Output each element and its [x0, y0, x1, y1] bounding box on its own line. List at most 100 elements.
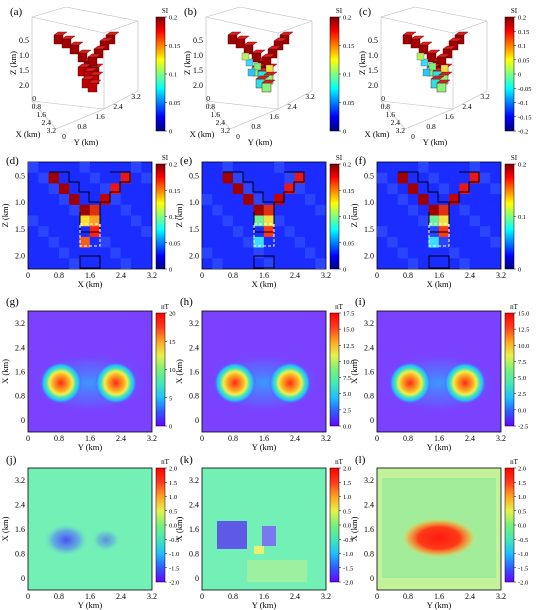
x-tick-label: 2.4: [465, 592, 475, 601]
voxel-cube: [69, 44, 80, 55]
y-tick-label: 2.4: [189, 343, 199, 352]
panel-label: (e): [180, 155, 193, 167]
x-tick-label: 3.2: [221, 126, 231, 135]
section-cell: [263, 204, 275, 216]
x-tick-label: 2.4: [465, 271, 475, 280]
colorbar: [329, 16, 340, 132]
voxel-top: [426, 49, 441, 54]
x-tick-label: 0.8: [228, 434, 238, 443]
colorbar-tick-label: 15: [169, 339, 176, 346]
colorbar-tick-label: 1.5: [169, 480, 177, 487]
section-cell: [315, 258, 326, 269]
voxel-top: [273, 37, 288, 42]
model-outline: [49, 171, 131, 233]
section-cell: [253, 236, 264, 248]
x-tick-label: 2.4: [116, 271, 126, 280]
colorbar-tick-label: 0.05: [518, 57, 529, 64]
y-tick-label: 2.4: [364, 343, 374, 352]
voxel-cube: [87, 82, 98, 93]
section-cell: [69, 258, 80, 269]
x-tick-label: 0: [375, 434, 379, 443]
x-tick-label: 0.8: [403, 434, 413, 443]
section-cell: [387, 183, 398, 195]
voxel-top: [261, 79, 276, 84]
colorbar-tick-label: 0.5: [343, 508, 351, 515]
colorbar-tick-label: 0.15: [169, 43, 180, 50]
colorbar-tick-label: 1.5: [518, 480, 526, 487]
colorbar-tick-label: 1.0: [518, 494, 526, 501]
voxel-top: [227, 31, 242, 36]
section-cell: [120, 172, 131, 184]
z-axis-label: Z (km): [182, 51, 192, 75]
colorbar-title: SI: [336, 154, 343, 162]
colorbar-tick-label: 0.1: [169, 72, 177, 79]
colorbar-title: SI: [162, 7, 169, 15]
colorbar-tick-label: 2.0: [169, 466, 177, 473]
section-cell: [397, 247, 408, 259]
x-tick-label: 0: [381, 94, 385, 103]
colorbar-tick-label: 0.5: [169, 508, 177, 515]
z-tick-label: 1.5: [368, 66, 378, 75]
voxel-top: [77, 63, 92, 68]
section-cell: [110, 247, 121, 259]
section-cell: [480, 226, 491, 237]
section-cell: [79, 215, 90, 227]
voxel-top: [442, 45, 457, 50]
voxel-top: [448, 37, 463, 42]
x-tick-label: 1.6: [211, 110, 221, 119]
colorbar-title: nT: [510, 458, 519, 466]
box-edge: [205, 100, 279, 110]
residual-noise: [247, 560, 307, 582]
section-cell: [58, 247, 70, 259]
voxel-top: [454, 31, 469, 36]
section-cell: [428, 215, 439, 227]
section-cell: [48, 236, 59, 248]
panel-label: (j): [6, 454, 17, 466]
colorbar-tick-label: 10.0: [518, 343, 529, 350]
voxel-small: [245, 58, 254, 67]
y-tick-label: 0: [411, 132, 415, 141]
y-tick-label: 0.5: [15, 171, 25, 180]
colorbar: [155, 163, 166, 270]
voxel-v: [53, 31, 120, 93]
section-cell: [243, 194, 254, 205]
voxel-top: [105, 31, 120, 36]
section-cell: [253, 247, 264, 259]
x-tick-label: 0.8: [54, 592, 64, 601]
section-cell: [459, 204, 470, 216]
voxel-top: [410, 35, 425, 40]
section-cell: [438, 215, 450, 227]
y-tick-label: 1.6: [444, 112, 454, 121]
z-tick-label: 1.0: [19, 51, 29, 60]
anomaly-peak: [389, 362, 431, 404]
x-tick-label: 0.8: [54, 434, 64, 443]
voxel-cube: [53, 34, 64, 45]
panel-label: (c): [359, 6, 372, 18]
colorbar-tick-label: 0: [169, 424, 172, 431]
y-tick-label: 2.4: [15, 343, 25, 352]
voxel-top: [235, 35, 250, 40]
y-tick-label: 1.0: [364, 198, 374, 207]
section-cell: [48, 183, 59, 195]
voxel-top: [89, 71, 104, 76]
residual-negative: [217, 521, 247, 549]
x-tick-label: 2.4: [116, 592, 126, 601]
colorbar-tick-label: -2.5: [518, 424, 528, 431]
section-cell: [418, 194, 429, 205]
y-tick-label: 2.4: [15, 501, 25, 510]
section-cell: [449, 247, 460, 259]
section-cell: [120, 258, 131, 269]
box-edge: [380, 6, 416, 18]
section-cell: [274, 162, 285, 173]
z-tick-label: 1.0: [368, 51, 378, 60]
voxel-cube: [261, 82, 272, 93]
colorbar-tick-label: 0.1: [343, 72, 351, 79]
voxel-top: [261, 53, 276, 58]
voxel-top: [243, 41, 258, 46]
y-tick-label: 1.6: [15, 525, 25, 534]
y-tick-label: 2.0: [189, 252, 199, 261]
y-tick-label: 1.6: [95, 112, 105, 121]
x-tick-label: 3.2: [147, 592, 157, 601]
colorbar: [504, 16, 515, 132]
section-cell: [89, 204, 101, 216]
